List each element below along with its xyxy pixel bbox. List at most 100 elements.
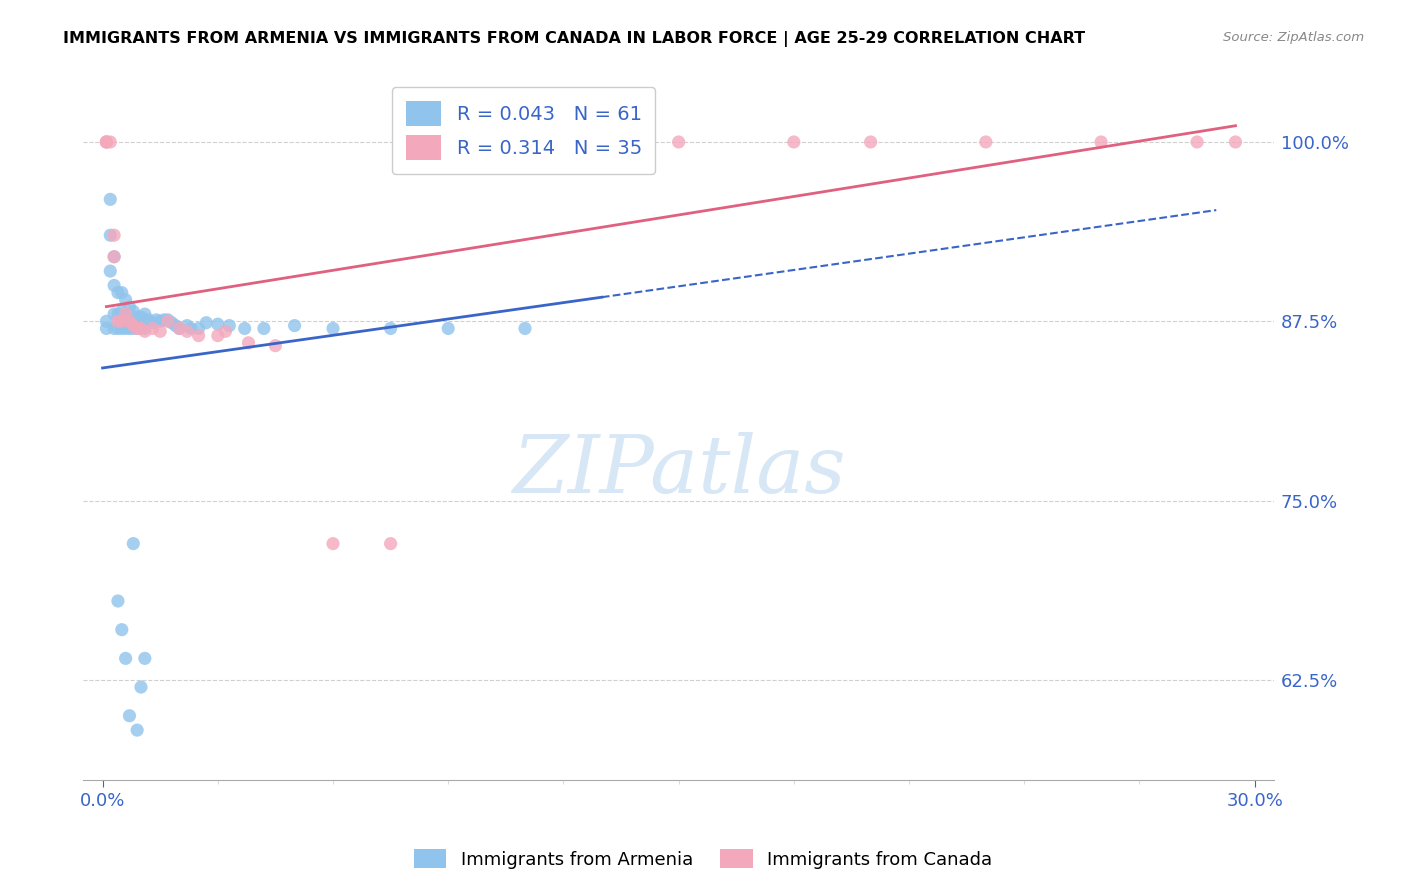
Point <box>284 318 307 333</box>
Legend: Immigrants from Armenia, Immigrants from Canada: Immigrants from Armenia, Immigrants from… <box>406 842 1000 876</box>
Point <box>96 135 118 149</box>
Point <box>127 310 149 324</box>
Point <box>107 314 129 328</box>
Point <box>127 723 149 737</box>
Point <box>322 321 344 335</box>
Point <box>238 335 260 350</box>
Point <box>195 316 218 330</box>
Point <box>134 324 156 338</box>
Point <box>118 300 141 314</box>
Point <box>264 339 287 353</box>
Point <box>114 293 136 307</box>
Point <box>103 307 125 321</box>
Point <box>98 264 121 278</box>
Point <box>96 135 118 149</box>
Point <box>118 313 141 327</box>
Point <box>103 250 125 264</box>
Point <box>114 307 136 321</box>
Point <box>114 321 136 335</box>
Point <box>134 651 156 665</box>
Point <box>207 317 229 331</box>
Point <box>380 536 402 550</box>
Point <box>156 314 179 328</box>
Point <box>111 285 134 300</box>
Point <box>96 321 118 335</box>
Point <box>129 321 152 335</box>
Point <box>98 228 121 243</box>
Point <box>111 314 134 328</box>
Point <box>122 321 145 335</box>
Point <box>122 318 145 333</box>
Text: ZIPatlas: ZIPatlas <box>512 433 845 510</box>
Point <box>974 135 997 149</box>
Point <box>1090 135 1112 149</box>
Point <box>134 321 156 335</box>
Point <box>553 135 575 149</box>
Point <box>111 304 134 318</box>
Point <box>103 278 125 293</box>
Point <box>859 135 882 149</box>
Point <box>122 536 145 550</box>
Point <box>169 321 191 335</box>
Point <box>149 324 172 338</box>
Point <box>129 321 152 335</box>
Text: Source: ZipAtlas.com: Source: ZipAtlas.com <box>1223 31 1364 45</box>
Point <box>114 310 136 324</box>
Point <box>98 193 121 207</box>
Point <box>380 321 402 335</box>
Point <box>103 250 125 264</box>
Point <box>129 310 152 324</box>
Legend: R = 0.043   N = 61, R = 0.314   N = 35: R = 0.043 N = 61, R = 0.314 N = 35 <box>392 87 655 174</box>
Point <box>253 321 276 335</box>
Point <box>138 313 160 327</box>
Point <box>187 328 209 343</box>
Point <box>141 316 163 330</box>
Point <box>214 324 236 338</box>
Point <box>103 228 125 243</box>
Point <box>107 594 129 608</box>
Point <box>322 536 344 550</box>
Point <box>187 321 209 335</box>
Point <box>149 314 172 328</box>
Point <box>129 680 152 694</box>
Point <box>176 324 198 338</box>
Point <box>176 318 198 333</box>
Point <box>145 313 167 327</box>
Point <box>160 316 183 330</box>
Point <box>156 313 179 327</box>
Point <box>111 321 134 335</box>
Point <box>114 651 136 665</box>
Point <box>98 135 121 149</box>
Y-axis label: In Labor Force | Age 25-29: In Labor Force | Age 25-29 <box>0 319 8 539</box>
Point <box>180 321 202 335</box>
Point <box>127 321 149 335</box>
Point <box>437 321 460 335</box>
Point <box>118 708 141 723</box>
Point <box>111 314 134 328</box>
Text: IMMIGRANTS FROM ARMENIA VS IMMIGRANTS FROM CANADA IN LABOR FORCE | AGE 25-29 COR: IMMIGRANTS FROM ARMENIA VS IMMIGRANTS FR… <box>63 31 1085 47</box>
Point <box>218 318 240 333</box>
Point <box>118 321 141 335</box>
Point <box>1225 135 1247 149</box>
Point <box>122 314 145 328</box>
Point <box>169 321 191 335</box>
Point <box>107 285 129 300</box>
Point <box>153 313 176 327</box>
Point <box>141 321 163 335</box>
Point <box>118 314 141 328</box>
Point <box>783 135 806 149</box>
Point <box>513 321 536 335</box>
Point <box>111 623 134 637</box>
Point <box>96 135 118 149</box>
Point <box>165 318 187 333</box>
Point <box>233 321 256 335</box>
Point <box>668 135 690 149</box>
Point <box>96 314 118 328</box>
Point <box>475 135 498 149</box>
Point <box>107 307 129 321</box>
Point <box>122 304 145 318</box>
Point <box>134 307 156 321</box>
Point <box>207 328 229 343</box>
Point <box>103 321 125 335</box>
Point <box>1185 135 1208 149</box>
